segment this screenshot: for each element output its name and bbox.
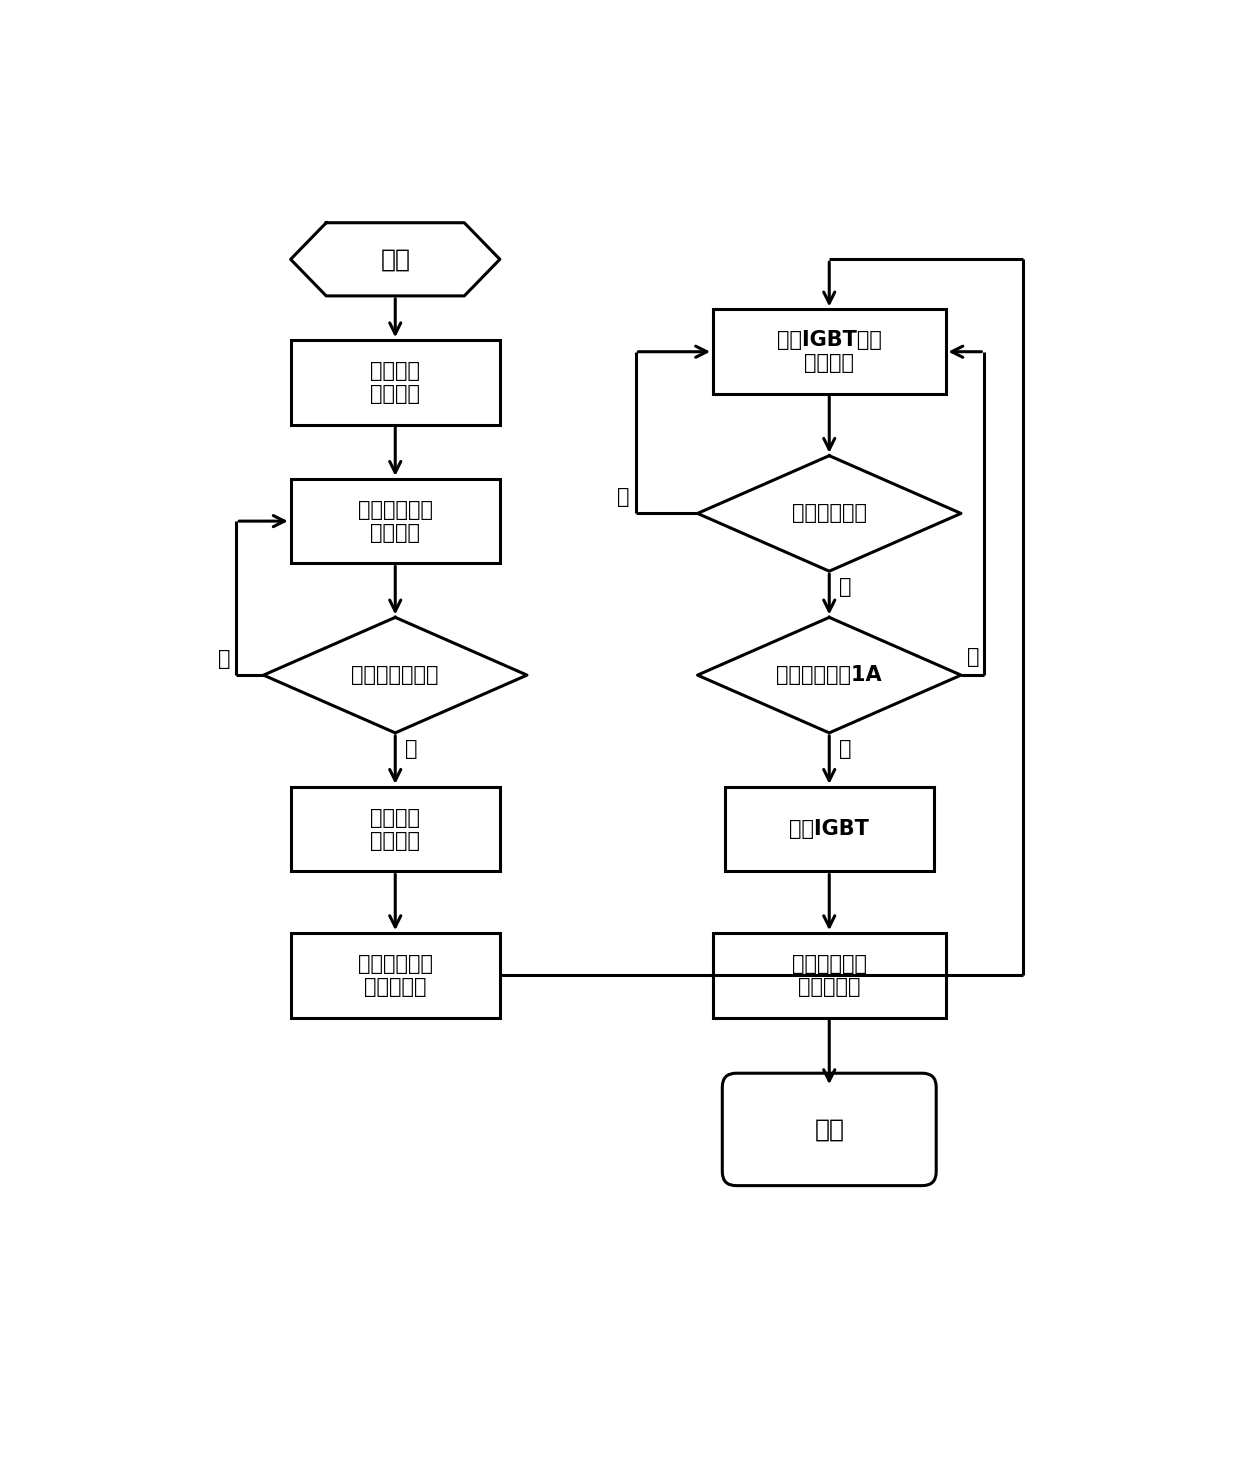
Bar (290, 787, 500, 872)
Text: 接通辅助
电源回路: 接通辅助 电源回路 (371, 361, 420, 404)
Bar (713, 310, 945, 393)
Text: 否: 否 (838, 577, 851, 597)
Bar (290, 479, 500, 564)
Text: 断开辅助
电源回路: 断开辅助 电源回路 (371, 807, 420, 851)
Text: 驱动IGBT实现
调流充电: 驱动IGBT实现 调流充电 (776, 330, 882, 373)
Text: 否: 否 (967, 647, 980, 668)
Bar (713, 934, 945, 1017)
Text: 是否电流超限: 是否电流超限 (792, 504, 867, 524)
Bar (724, 787, 934, 872)
Text: 接通充电电源
回路继电器: 接通充电电源 回路继电器 (358, 954, 433, 997)
Text: 是否小于设定値: 是否小于设定値 (351, 665, 439, 686)
Bar (290, 934, 500, 1017)
Text: 是否电流小于1A: 是否电流小于1A (776, 665, 882, 686)
Bar (290, 341, 500, 424)
Text: 检测辅助电源
回路电流: 检测辅助电源 回路电流 (358, 499, 433, 543)
Text: 是: 是 (404, 738, 417, 759)
Text: 开始: 开始 (381, 247, 410, 272)
Text: 结束: 结束 (815, 1117, 844, 1142)
Text: 关断充电电源
回路继电器: 关断充电电源 回路继电器 (792, 954, 867, 997)
Text: 关断IGBT: 关断IGBT (790, 819, 869, 840)
Text: 否: 否 (218, 649, 231, 669)
Text: 是: 是 (616, 487, 629, 508)
Text: 是: 是 (838, 738, 851, 759)
